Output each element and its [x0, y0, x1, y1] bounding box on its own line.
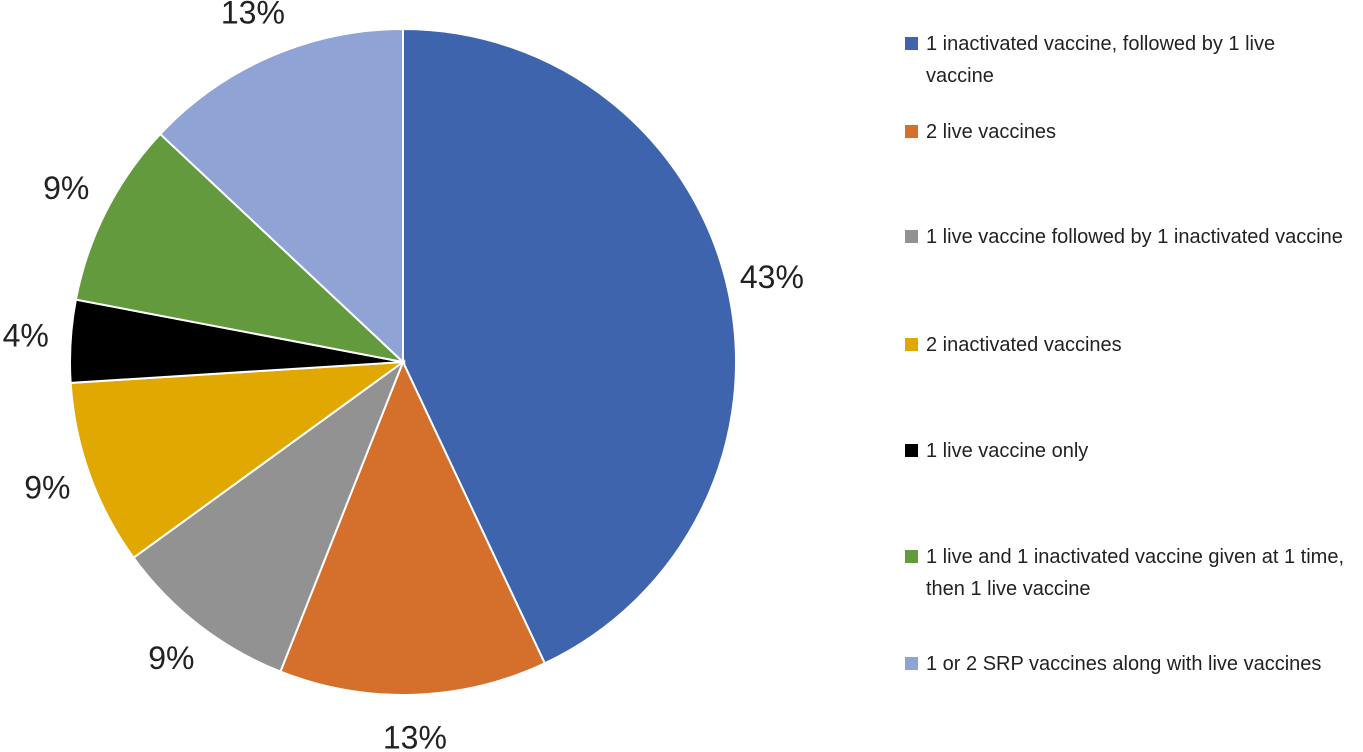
legend-swatch — [905, 338, 918, 351]
legend-label: 1 live vaccine followed by 1 inactivated… — [926, 226, 1343, 248]
pie-slice — [74, 132, 407, 364]
pie-area: 43% 13% 9% 9% 4% 9% 13% — [3, 0, 804, 752]
legend-item: 2 inactivated vaccines — [905, 329, 1345, 361]
legend-swatch — [905, 657, 918, 670]
data-label: 13% — [383, 719, 447, 752]
legend-label: 2 live vaccines — [926, 121, 1057, 143]
pie-slice — [158, 27, 404, 365]
legend-swatch — [905, 37, 918, 50]
legend-item: 1 inactivated vaccine, followed by 1 liv… — [905, 28, 1345, 92]
legend-label: 2 inactivated vaccines — [926, 334, 1122, 356]
data-label: 9% — [43, 170, 89, 206]
legend-label: 1 live vaccine only — [926, 440, 1089, 462]
legend-swatch — [905, 230, 918, 243]
legend-item: 1 live and 1 inactivated vaccine given a… — [905, 541, 1345, 605]
legend-label: 1 live and 1 inactivated vaccine given a… — [926, 546, 1345, 600]
legend-swatch — [905, 125, 918, 138]
legend-label: 1 inactivated vaccine, followed by 1 liv… — [926, 33, 1276, 87]
data-label: 9% — [24, 469, 70, 505]
legend-label: 1 or 2 SRP vaccines along with live vacc… — [926, 653, 1322, 675]
legend-swatch — [905, 550, 918, 563]
data-label: 43% — [740, 259, 804, 295]
legend-item: 1 or 2 SRP vaccines along with live vacc… — [905, 648, 1345, 680]
legend-item: 1 live vaccine only — [905, 435, 1345, 467]
legend-item: 2 live vaccines — [905, 116, 1345, 148]
legend-swatch — [905, 444, 918, 457]
data-label: 9% — [148, 640, 194, 676]
pie-slice — [279, 359, 547, 696]
pie-slice — [69, 360, 407, 560]
legend-item: 1 live vaccine followed by 1 inactivated… — [905, 221, 1345, 253]
pie-slice — [402, 27, 737, 665]
data-label: 4% — [3, 318, 49, 354]
data-label: 13% — [221, 0, 285, 31]
pie-slice — [132, 359, 406, 673]
